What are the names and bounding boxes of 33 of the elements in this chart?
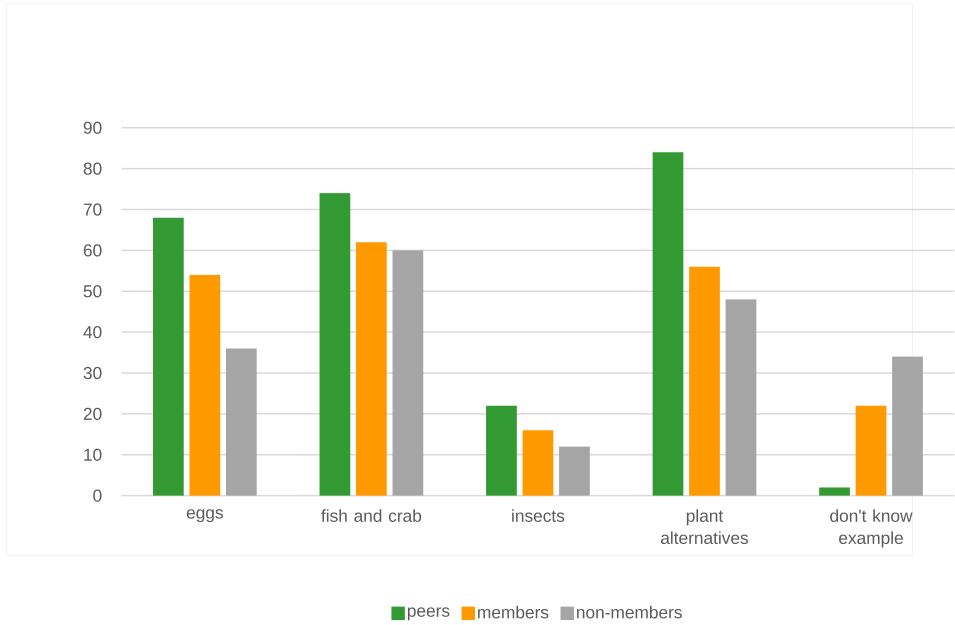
y-tick-label: 40 [83,326,102,338]
y-tick-label: 30 [84,367,102,380]
bar [189,275,220,496]
bar [226,348,257,496]
legend-label: members [478,606,548,619]
bar [726,300,756,496]
y-tick-label: 10 [84,448,102,461]
bar [320,193,350,496]
y-tick-label: 90 [84,122,102,134]
bar [689,266,720,496]
x-tick-label: fish and crab [321,509,422,522]
x-tick-label: don't know example [830,509,913,548]
x-tick-label: eggs [186,509,223,522]
y-tick-label: 20 [84,408,102,420]
bar [559,446,590,496]
bar [819,488,850,496]
y-tick-label: 70 [84,204,102,216]
legend-label: peers [408,608,450,620]
x-tick-label: plant alternatives [661,509,748,544]
bar [392,250,424,496]
bar [892,356,923,496]
bar [652,152,684,496]
y-tick-label: 0 [93,490,102,502]
y-tick-label: 50 [84,285,102,298]
y-tick-label: 80 [84,162,102,175]
x-tick-label: insects [512,509,564,522]
bar [522,430,554,496]
y-tick-label: 60 [84,244,102,257]
bar [486,406,517,496]
bar [356,242,387,496]
legend-label: non-members [577,606,682,619]
bar [856,406,886,496]
bar [152,218,184,496]
